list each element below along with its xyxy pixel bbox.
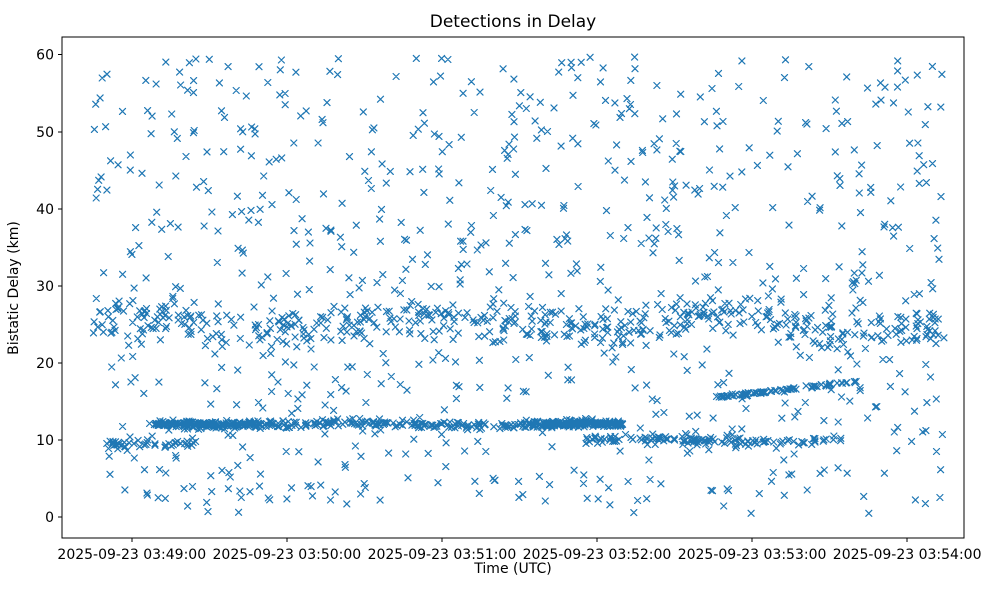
scatter-points-band-9km-early	[103, 436, 200, 454]
y-tick-label: 10	[36, 433, 54, 449]
scatter-points-background-scatter	[90, 53, 946, 517]
y-tick-label: 30	[36, 279, 54, 295]
x-tick-label: 2025-09-23 03:51:00	[368, 547, 517, 563]
y-tick-label: 60	[36, 48, 54, 64]
y-tick-label: 0	[45, 510, 54, 526]
x-axis-label: Time (UTC)	[473, 561, 551, 577]
x-tick-label: 2025-09-23 03:49:00	[57, 547, 206, 563]
x-tick-label: 2025-09-23 03:52:00	[523, 547, 672, 563]
x-tick-label: 2025-09-23 03:50:00	[213, 547, 362, 563]
x-tick-label: 2025-09-23 03:54:00	[833, 547, 982, 563]
scatter-points-rising-track-16km	[712, 377, 860, 401]
scatter-points-band-12km-dense-late	[528, 416, 627, 431]
chart-title: Detections in Delay	[430, 12, 597, 32]
y-axis-label: Bistatic Delay (km)	[6, 221, 22, 355]
y-tick-label: 20	[36, 356, 54, 372]
plot-border	[61, 36, 965, 539]
scatter-points-band-10km-late	[582, 430, 845, 452]
scatter-points-band-25km	[89, 284, 948, 357]
axis-ticks-layer: 2025-09-23 03:49:00 2025-09-23 03:50:00 20…	[36, 48, 981, 563]
scatter-points-band-12km-dense-early	[154, 416, 277, 431]
scatter-points-layer	[89, 53, 948, 517]
x-tick-label: 2025-09-23 03:53:00	[678, 547, 827, 563]
y-tick-label: 40	[36, 202, 54, 218]
y-tick-label: 50	[36, 125, 54, 141]
